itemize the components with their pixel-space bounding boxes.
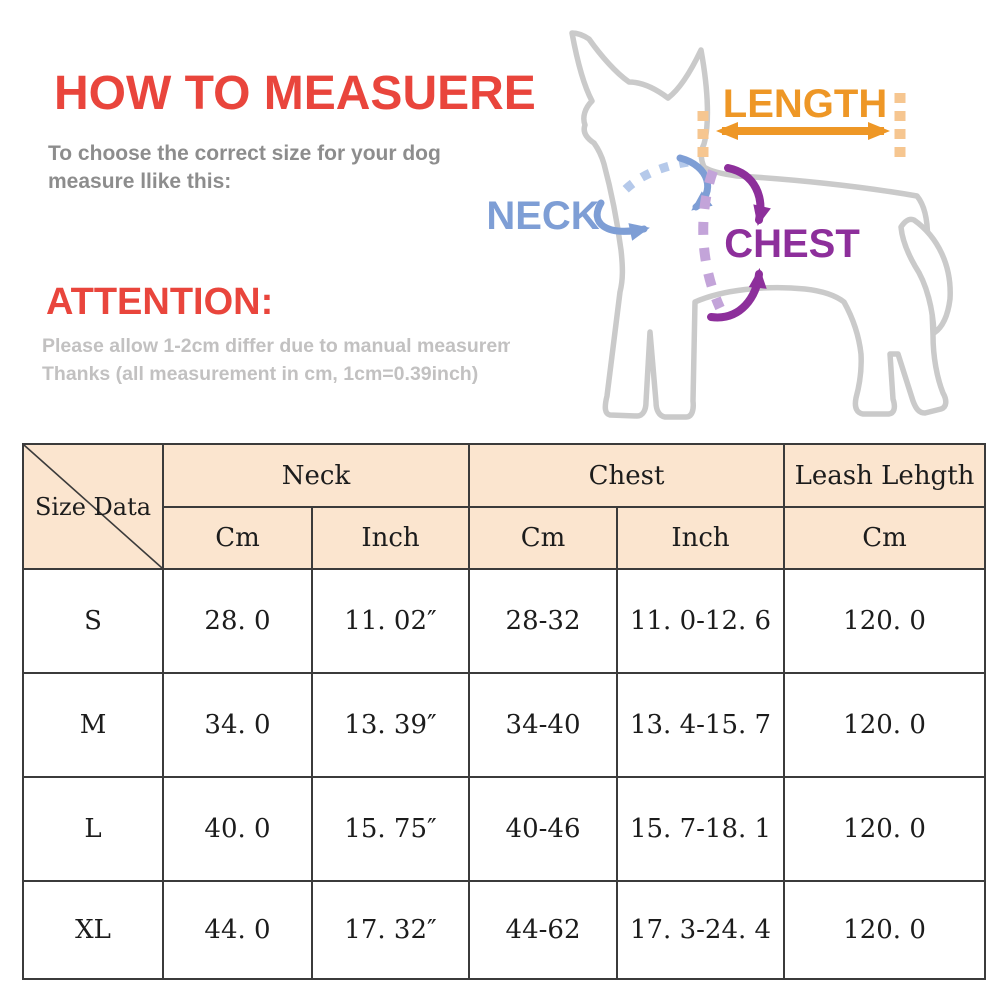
value-cell: 34-40 xyxy=(468,672,619,778)
attention-note-line2: Thanks (all measurement in cm, 1cm=0.39i… xyxy=(42,363,479,385)
value-cell: 120. 0 xyxy=(783,568,987,674)
value-cell: 44-62 xyxy=(468,880,619,980)
size-cell: S xyxy=(22,568,164,674)
unit-header: Inch xyxy=(616,506,786,570)
unit-header: Cm xyxy=(162,506,313,570)
attention-note: Please allow 1-2cm differ due to manual … xyxy=(42,332,510,388)
length-label: LENGTH xyxy=(722,82,888,126)
value-cell: 120. 0 xyxy=(783,776,987,882)
size-data-table: Size Data Neck Chest Leash Lehgth Cm Inc… xyxy=(22,443,987,980)
neck-dotted-arc xyxy=(619,157,689,196)
value-cell: 34. 0 xyxy=(162,672,313,778)
attention-heading: ATTENTION: xyxy=(46,281,274,323)
chest-arrow-down-icon xyxy=(724,164,771,226)
neck-label: NECK xyxy=(486,194,600,238)
value-cell: 120. 0 xyxy=(783,880,987,980)
subtitle-text: To choose the correct size for your dog … xyxy=(48,142,441,193)
table-row-s: S 28. 0 11. 02″ 28-32 11. 0-12. 6 120. 0 xyxy=(22,568,987,674)
unit-header: Cm xyxy=(468,506,619,570)
table-corner-cell: Size Data xyxy=(22,443,164,570)
value-cell: 15. 7-18. 1 xyxy=(616,776,786,882)
value-cell: 28. 0 xyxy=(162,568,313,674)
attention-note-line1: Please allow 1-2cm differ due to manual … xyxy=(42,335,510,357)
value-cell: 11. 0-12. 6 xyxy=(616,568,786,674)
table-row-xl: XL 44. 0 17. 32″ 44-62 17. 3-24. 4 120. … xyxy=(22,880,987,980)
size-cell: L xyxy=(22,776,164,882)
value-cell: 28-32 xyxy=(468,568,619,674)
page-title: HOW TO MEASUERE xyxy=(54,67,536,120)
value-cell: 40. 0 xyxy=(162,776,313,882)
value-cell: 15. 75″ xyxy=(310,776,471,882)
neck-arrow-right-icon xyxy=(593,199,650,241)
unit-header: Cm xyxy=(783,506,987,570)
table-row-m: M 34. 0 13. 39″ 34-40 13. 4-15. 7 120. 0 xyxy=(22,672,987,778)
corner-label: Size Data xyxy=(34,492,152,521)
size-cell: XL xyxy=(22,880,164,980)
value-cell: 13. 4-15. 7 xyxy=(616,672,786,778)
size-cell: M xyxy=(22,672,164,778)
value-cell: 17. 32″ xyxy=(310,880,471,980)
chest-arrow-up-icon xyxy=(707,268,767,322)
value-cell: 120. 0 xyxy=(783,672,987,778)
unit-header: Inch xyxy=(310,506,471,570)
dog-tail-outline xyxy=(898,216,953,336)
corner-diagonal-line xyxy=(24,445,162,568)
table-row-l: L 40. 0 15. 75″ 40-46 15. 7-18. 1 120. 0 xyxy=(22,776,987,882)
group-header-leash-length: Leash Lehgth xyxy=(783,443,987,508)
group-header-chest: Chest xyxy=(468,443,786,508)
value-cell: 11. 02″ xyxy=(310,568,471,674)
value-cell: 17. 3-24. 4 xyxy=(616,880,786,980)
dog-measurement-diagram xyxy=(569,30,953,420)
group-header-neck: Neck xyxy=(161,443,471,508)
value-cell: 40-46 xyxy=(468,776,619,882)
value-cell: 44. 0 xyxy=(162,880,313,980)
value-cell: 13. 39″ xyxy=(310,672,471,778)
chest-label: CHEST xyxy=(724,222,860,266)
